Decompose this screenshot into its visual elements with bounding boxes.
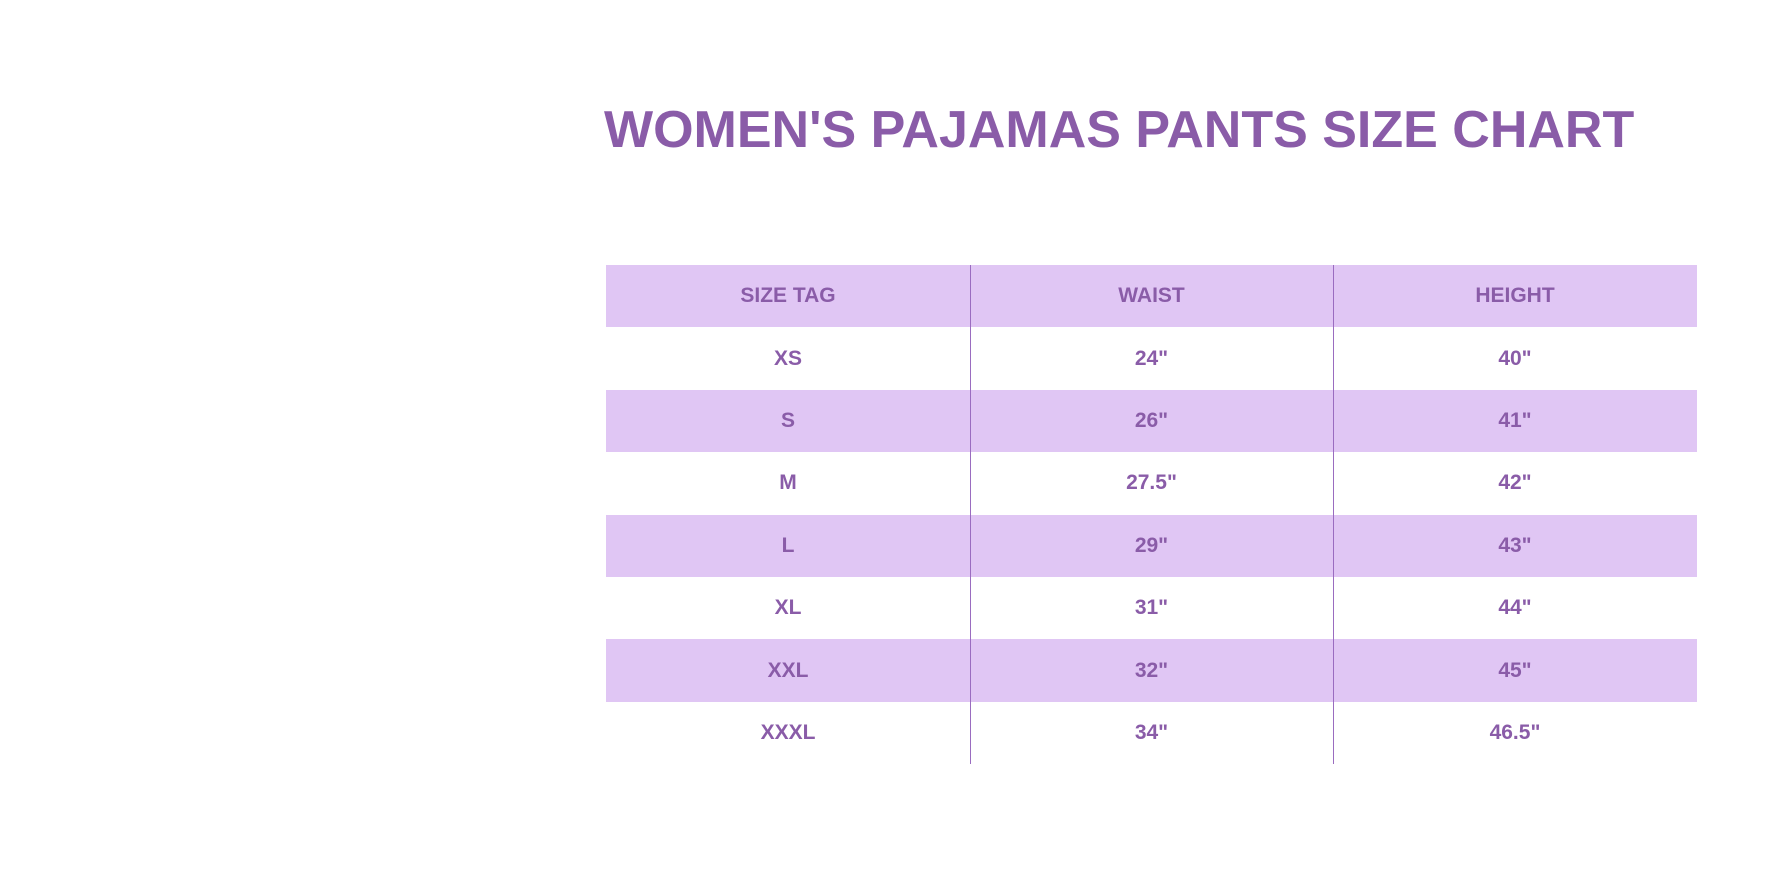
size-tag-cell: XXL — [606, 639, 970, 701]
size-tag-cell: XS — [606, 327, 970, 389]
page-title: WOMEN'S PAJAMAS PANTS SIZE CHART — [604, 101, 1635, 159]
column-divider — [1333, 265, 1334, 765]
header-label: SIZE TAG — [740, 284, 836, 308]
waist-cell: 29" — [970, 515, 1333, 577]
size-chart-table: SIZE TAG WAIST HEIGHT XS 24" 40" S 26" 41" M 27… — [606, 265, 1697, 765]
waist-cell: 32" — [970, 639, 1333, 701]
size-tag-cell: XL — [606, 577, 970, 639]
size-tag-cell: S — [606, 390, 970, 452]
height-cell: 43" — [1333, 515, 1697, 577]
cell-value: L — [781, 533, 795, 557]
height-cell: 44" — [1333, 577, 1697, 639]
cell-value: 31" — [1134, 596, 1169, 620]
height-cell: 45" — [1333, 639, 1697, 701]
table-row: XXL 32" 45" — [606, 639, 1697, 702]
table-row: M 27.5" 42" — [606, 452, 1697, 514]
cell-value: 24" — [1134, 346, 1169, 370]
cell-value: 40" — [1498, 346, 1532, 370]
cell-value: S — [780, 408, 795, 432]
table-row: XXXL 34" 46.5" — [606, 702, 1697, 764]
cell-value: 46.5" — [1489, 720, 1541, 744]
cell-value: 44" — [1498, 596, 1532, 620]
cell-value: 27.5" — [1126, 471, 1177, 495]
cell-value: 42" — [1498, 471, 1532, 495]
cell-value: 32" — [1134, 658, 1169, 682]
header-height: HEIGHT — [1333, 265, 1697, 327]
waist-cell: 34" — [970, 702, 1333, 764]
waist-cell: 24" — [970, 327, 1333, 389]
size-tag-cell: M — [606, 452, 970, 514]
height-cell: 46.5" — [1333, 702, 1697, 764]
waist-cell: 31" — [970, 577, 1333, 639]
header-size-tag: SIZE TAG — [606, 265, 970, 327]
cell-value: 41" — [1498, 408, 1532, 432]
table-row: XL 31" 44" — [606, 577, 1697, 639]
cell-value: 43" — [1498, 533, 1532, 557]
cell-value: M — [779, 471, 797, 495]
header-label: WAIST — [1118, 284, 1185, 308]
waist-cell: 27.5" — [970, 452, 1333, 514]
table-row: S 26" 41" — [606, 389, 1697, 453]
cell-value: 29" — [1134, 533, 1169, 557]
cell-value: 45" — [1498, 658, 1532, 682]
cell-value: XXXL — [760, 720, 816, 744]
size-tag-cell: L — [606, 515, 970, 577]
height-cell: 42" — [1333, 452, 1697, 514]
cell-value: 34" — [1134, 720, 1169, 744]
header-label: HEIGHT — [1475, 284, 1555, 308]
cell-value: XXL — [767, 658, 809, 682]
size-tag-cell: XXXL — [606, 702, 970, 764]
cell-value: XS — [773, 346, 802, 370]
table-header-row: SIZE TAG WAIST HEIGHT — [606, 265, 1697, 328]
cell-value: 26" — [1134, 408, 1169, 432]
column-divider — [970, 265, 971, 765]
height-cell: 40" — [1333, 327, 1697, 389]
cell-value: XL — [774, 596, 802, 620]
table-row: XS 24" 40" — [606, 327, 1697, 389]
height-cell: 41" — [1333, 390, 1697, 452]
waist-cell: 26" — [970, 390, 1333, 452]
table-row: L 29" 43" — [606, 514, 1697, 577]
header-waist: WAIST — [970, 265, 1333, 327]
